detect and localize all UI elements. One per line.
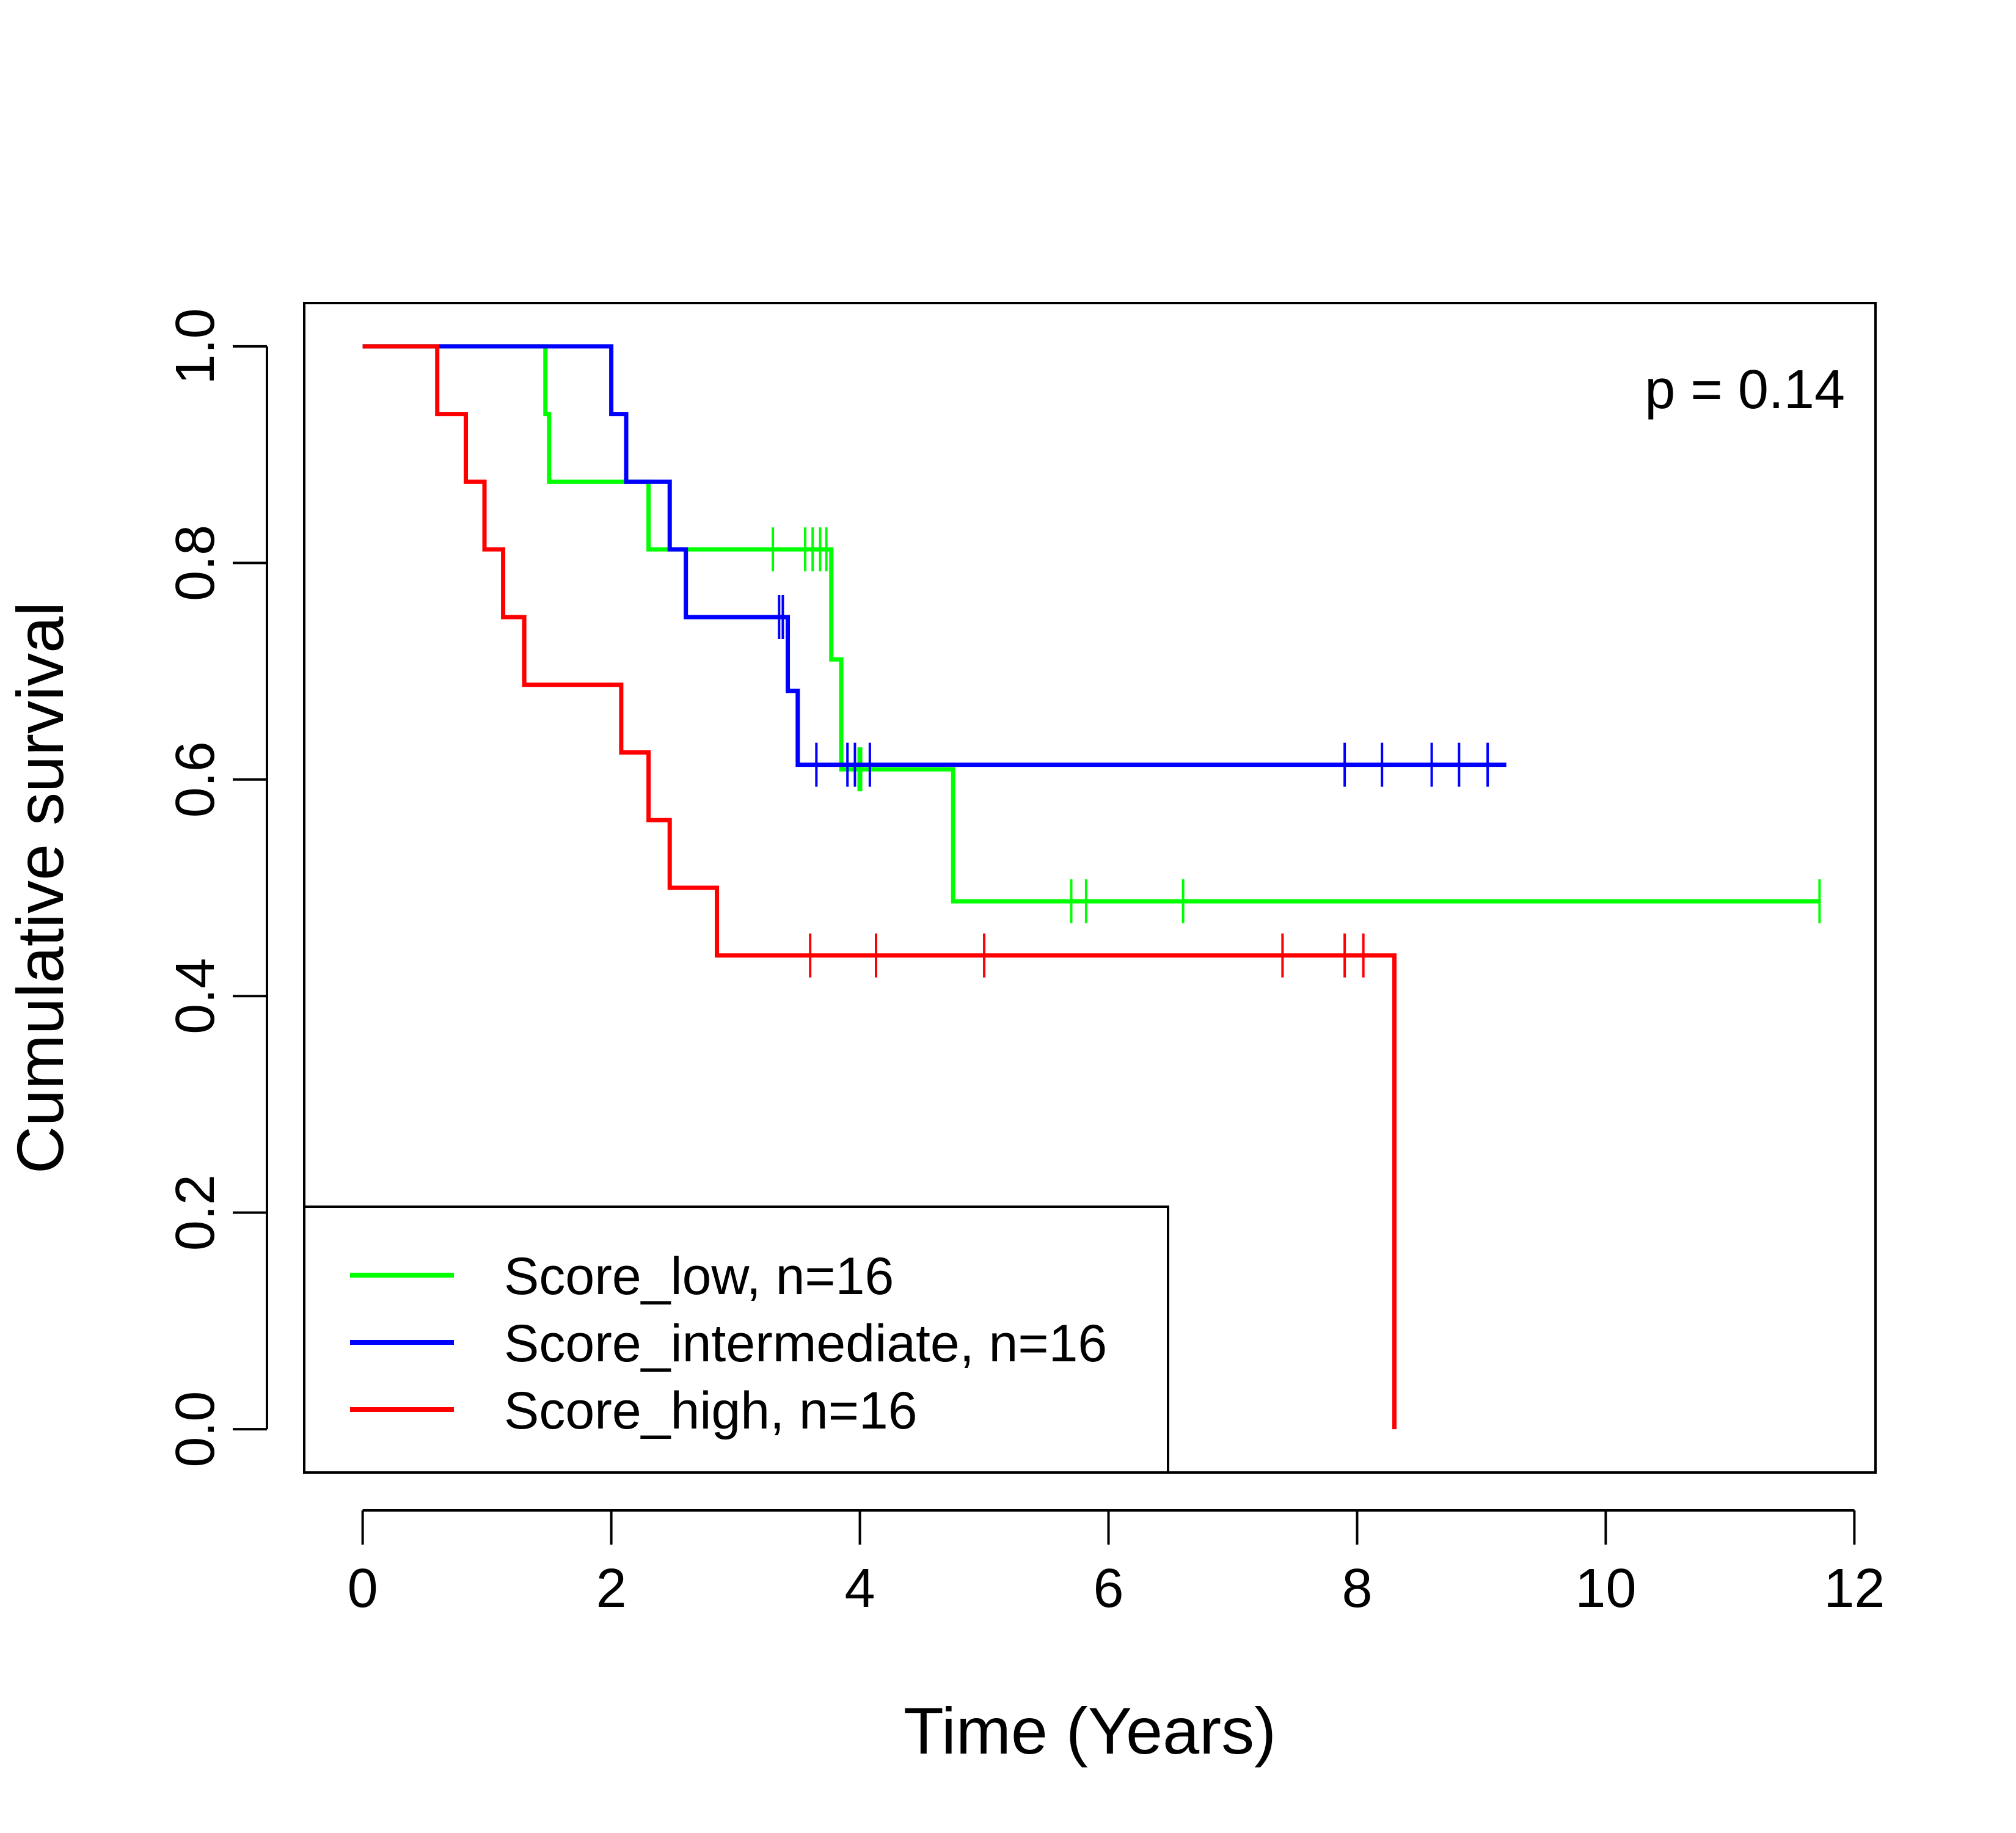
legend: Score_low, n=16 Score_intermediate, n=16 S…: [303, 1206, 1169, 1474]
survival-curves: [362, 344, 1821, 1430]
legend-box: [303, 1206, 1169, 1474]
x-tick-label: 0: [348, 1558, 378, 1619]
y-tick-label: 0.2: [165, 1174, 226, 1251]
y-tick-label: 1.0: [165, 308, 226, 384]
x-tick-label: 4: [845, 1558, 875, 1619]
y-tick-label: 0.6: [165, 741, 226, 818]
series-0: [362, 344, 1821, 924]
y-axis-label: Cumulative survival: [3, 602, 77, 1174]
x-tick-label: 2: [596, 1558, 627, 1619]
legend-label: Score_high, n=16: [504, 1381, 918, 1440]
x-axis-label: Time (Years): [904, 1694, 1276, 1768]
x-tick-label: 6: [1093, 1558, 1123, 1619]
survival-curve: [362, 344, 1820, 904]
y-axis: 0.0 0.2 0.4 0.6 0.8 1.0: [165, 308, 268, 1468]
series-1: [362, 344, 1507, 787]
series-2: [362, 344, 1397, 1430]
legend-label: Score_low, n=16: [504, 1247, 894, 1306]
survival-curve: [362, 344, 1507, 767]
x-axis: 0 2 4 6 8 10 12: [348, 1509, 1885, 1619]
y-tick-label: 0.0: [165, 1391, 226, 1468]
x-tick-label: 12: [1824, 1558, 1885, 1619]
x-tick-label: 8: [1342, 1558, 1372, 1619]
legend-label: Score_intermediate, n=16: [504, 1314, 1107, 1373]
p-value-annotation: p = 0.14: [1645, 359, 1845, 420]
survival-curve: [362, 344, 1397, 1430]
y-tick-label: 0.4: [165, 958, 226, 1034]
y-tick-label: 0.8: [165, 525, 226, 601]
x-tick-label: 10: [1575, 1558, 1636, 1619]
